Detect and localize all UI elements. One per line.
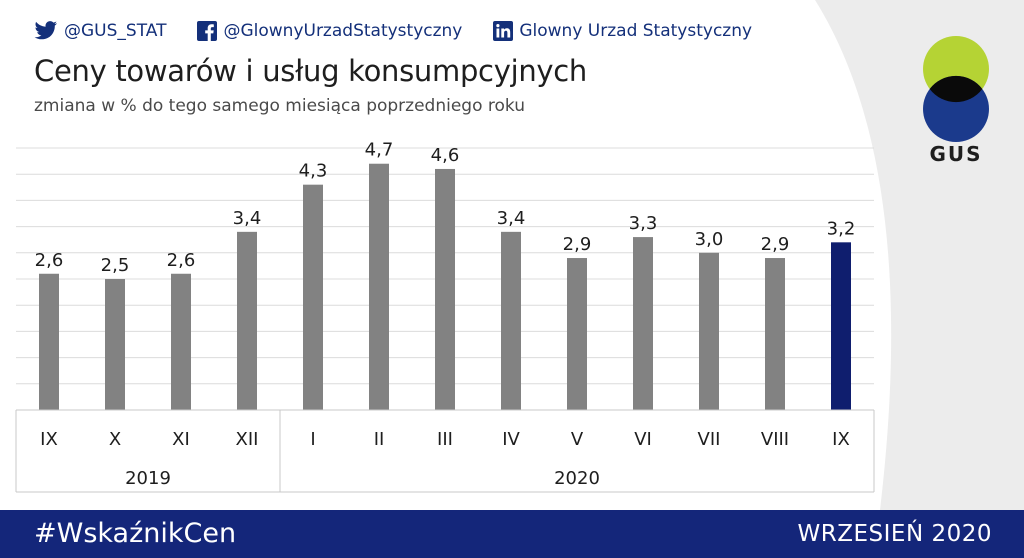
tick-label: VIII <box>761 429 789 450</box>
tick-label: VII <box>698 429 721 450</box>
tick-label: V <box>571 429 584 450</box>
bar-chart: 2,6 2,5 2,63,44,34,7 4,63,42,93,33,0 2,93,2 … <box>15 140 875 493</box>
year-label: 2019 <box>125 468 171 489</box>
facebook-handle: @GlownyUrzadStatystyczny <box>223 21 463 41</box>
value-label: 3,4 <box>233 208 262 229</box>
tick-label: X <box>109 429 121 450</box>
bar <box>699 252 719 410</box>
tick-label: I <box>310 429 315 450</box>
tick-label: IX <box>40 429 58 450</box>
value-label: 2,6 <box>35 250 64 271</box>
bar <box>303 184 323 410</box>
tick-label: IX <box>832 429 850 450</box>
value-label: 2,9 <box>563 234 592 255</box>
bar <box>369 163 389 410</box>
value-label: 3,4 <box>497 208 526 229</box>
tick-label: XI <box>172 429 190 450</box>
value-label: 3,0 <box>695 229 724 250</box>
social-twitter[interactable]: @GUS_STAT <box>34 21 166 41</box>
bar <box>39 273 59 410</box>
hashtag[interactable]: #WskaźnikCen <box>34 518 237 549</box>
social-linkedin[interactable]: Glowny Urzad Statystyczny <box>493 21 752 41</box>
social-facebook[interactable]: @GlownyUrzadStatystyczny <box>197 21 462 41</box>
bars <box>39 163 851 410</box>
facebook-icon <box>197 21 218 41</box>
value-label: 3,2 <box>827 218 856 239</box>
value-label: 4,7 <box>365 140 394 161</box>
bar <box>171 273 191 410</box>
social-bar: @GUS_STAT @GlownyUrzadStatystyczny Glown… <box>34 19 783 43</box>
twitter-icon <box>34 21 58 40</box>
bar <box>567 258 587 410</box>
period-label: WRZESIEŃ 2020 <box>797 521 992 547</box>
gus-logo: GUS <box>923 36 989 166</box>
linkedin-icon <box>493 21 514 41</box>
value-label: 2,6 <box>167 250 196 271</box>
year-label: 2020 <box>554 468 600 489</box>
chart-subtitle: zmiana w % do tego samego miesiąca poprz… <box>34 96 526 116</box>
value-label: 4,6 <box>431 145 460 166</box>
logo-text: GUS <box>929 142 982 166</box>
tick-label: XII <box>236 429 259 450</box>
value-label: 2,9 <box>761 234 790 255</box>
tick-label: III <box>437 429 453 450</box>
bar <box>501 231 521 410</box>
tick-label: VI <box>634 429 652 450</box>
value-label: 3,3 <box>629 213 658 234</box>
bar <box>105 279 125 410</box>
tick-label: IV <box>502 429 520 450</box>
bar <box>765 258 785 410</box>
linkedin-handle: Glowny Urzad Statystyczny <box>519 21 753 41</box>
bar <box>435 168 455 410</box>
bar <box>633 237 653 410</box>
twitter-handle: @GUS_STAT <box>64 21 167 41</box>
bar <box>237 231 257 410</box>
value-label: 2,5 <box>101 255 130 276</box>
value-label: 4,3 <box>299 161 328 182</box>
tick-label: II <box>374 429 385 450</box>
value-labels: 2,6 2,5 2,6 3,4 4,3 4,7 4,6 3,4 2,9 3,3 3,0 2,9 3,2 <box>35 140 856 276</box>
bar <box>831 242 851 410</box>
footer-bar: #WskaźnikCen WRZESIEŃ 2020 <box>0 510 1024 558</box>
chart-title: Ceny towarów i usług konsumpcyjnych <box>34 54 587 88</box>
